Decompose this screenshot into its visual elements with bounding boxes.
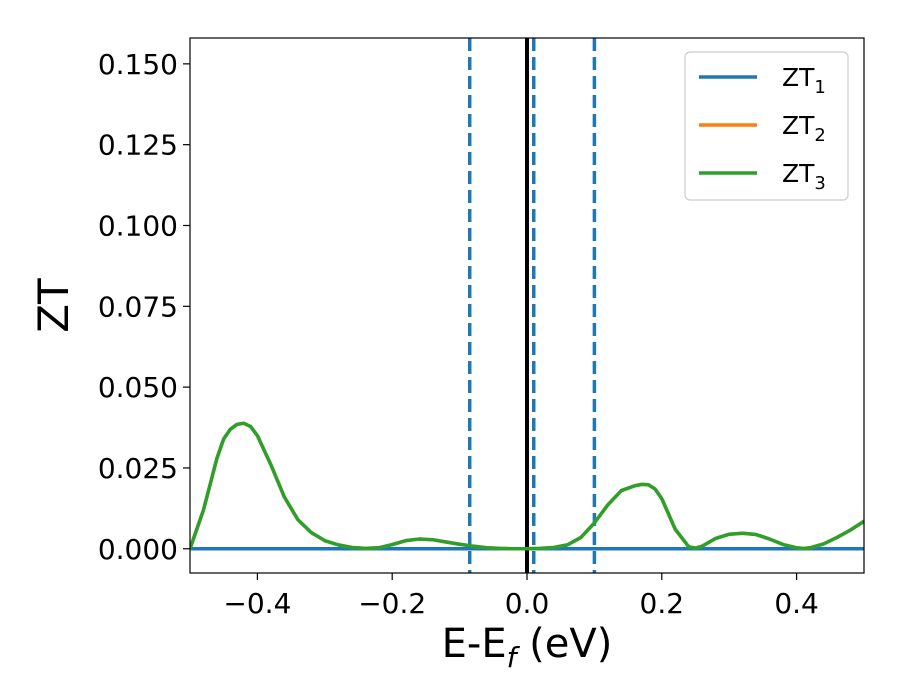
x-tick-label: −0.2	[358, 587, 426, 620]
x-tick-label: −0.4	[223, 587, 291, 620]
x-tick-label: 0.0	[505, 587, 550, 620]
legend: ZT1 ZT2 ZT3	[684, 51, 849, 201]
plot-layer	[190, 38, 864, 573]
y-tick-label: 0.000	[98, 533, 178, 566]
y-tick-label: 0.100	[98, 209, 178, 242]
y-tick-label: 0.150	[98, 48, 178, 81]
legend-box	[684, 51, 849, 201]
y-tick-label: 0.075	[98, 290, 178, 323]
y-tick-label: 0.025	[98, 452, 178, 485]
legend-label-zt1: ZT1	[782, 63, 826, 98]
x-tick-label: 0.2	[640, 587, 685, 620]
y-tick-label: 0.125	[98, 129, 178, 162]
y-tick-label: 0.050	[98, 371, 178, 404]
x-axis-title-unit: (eV)	[516, 621, 612, 667]
series-line-zt3	[190, 421, 864, 551]
x-axis-title: E-Ef (eV)	[442, 621, 613, 674]
legend-label-zt3: ZT3	[782, 159, 826, 194]
x-axis: −0.4 −0.2 0.0 0.2 0.4	[223, 573, 819, 620]
y-axis: 0.000 0.025 0.050 0.075 0.100 0.125 0.150	[98, 48, 190, 566]
y-axis-title: ZT	[29, 278, 78, 333]
x-axis-title-main: E-E	[442, 621, 507, 667]
x-tick-label: 0.4	[774, 587, 819, 620]
legend-label-zt2: ZT2	[782, 111, 826, 146]
